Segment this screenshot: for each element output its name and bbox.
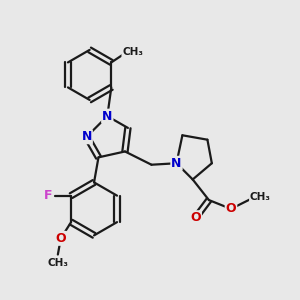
Text: N: N (82, 130, 92, 143)
Text: N: N (102, 110, 112, 123)
Text: O: O (190, 211, 201, 224)
Text: N: N (171, 157, 182, 170)
Text: O: O (226, 202, 236, 215)
Text: O: O (56, 232, 66, 245)
Text: CH₃: CH₃ (122, 47, 143, 57)
Text: CH₃: CH₃ (250, 192, 271, 202)
Text: F: F (44, 189, 53, 202)
Text: CH₃: CH₃ (47, 258, 68, 268)
